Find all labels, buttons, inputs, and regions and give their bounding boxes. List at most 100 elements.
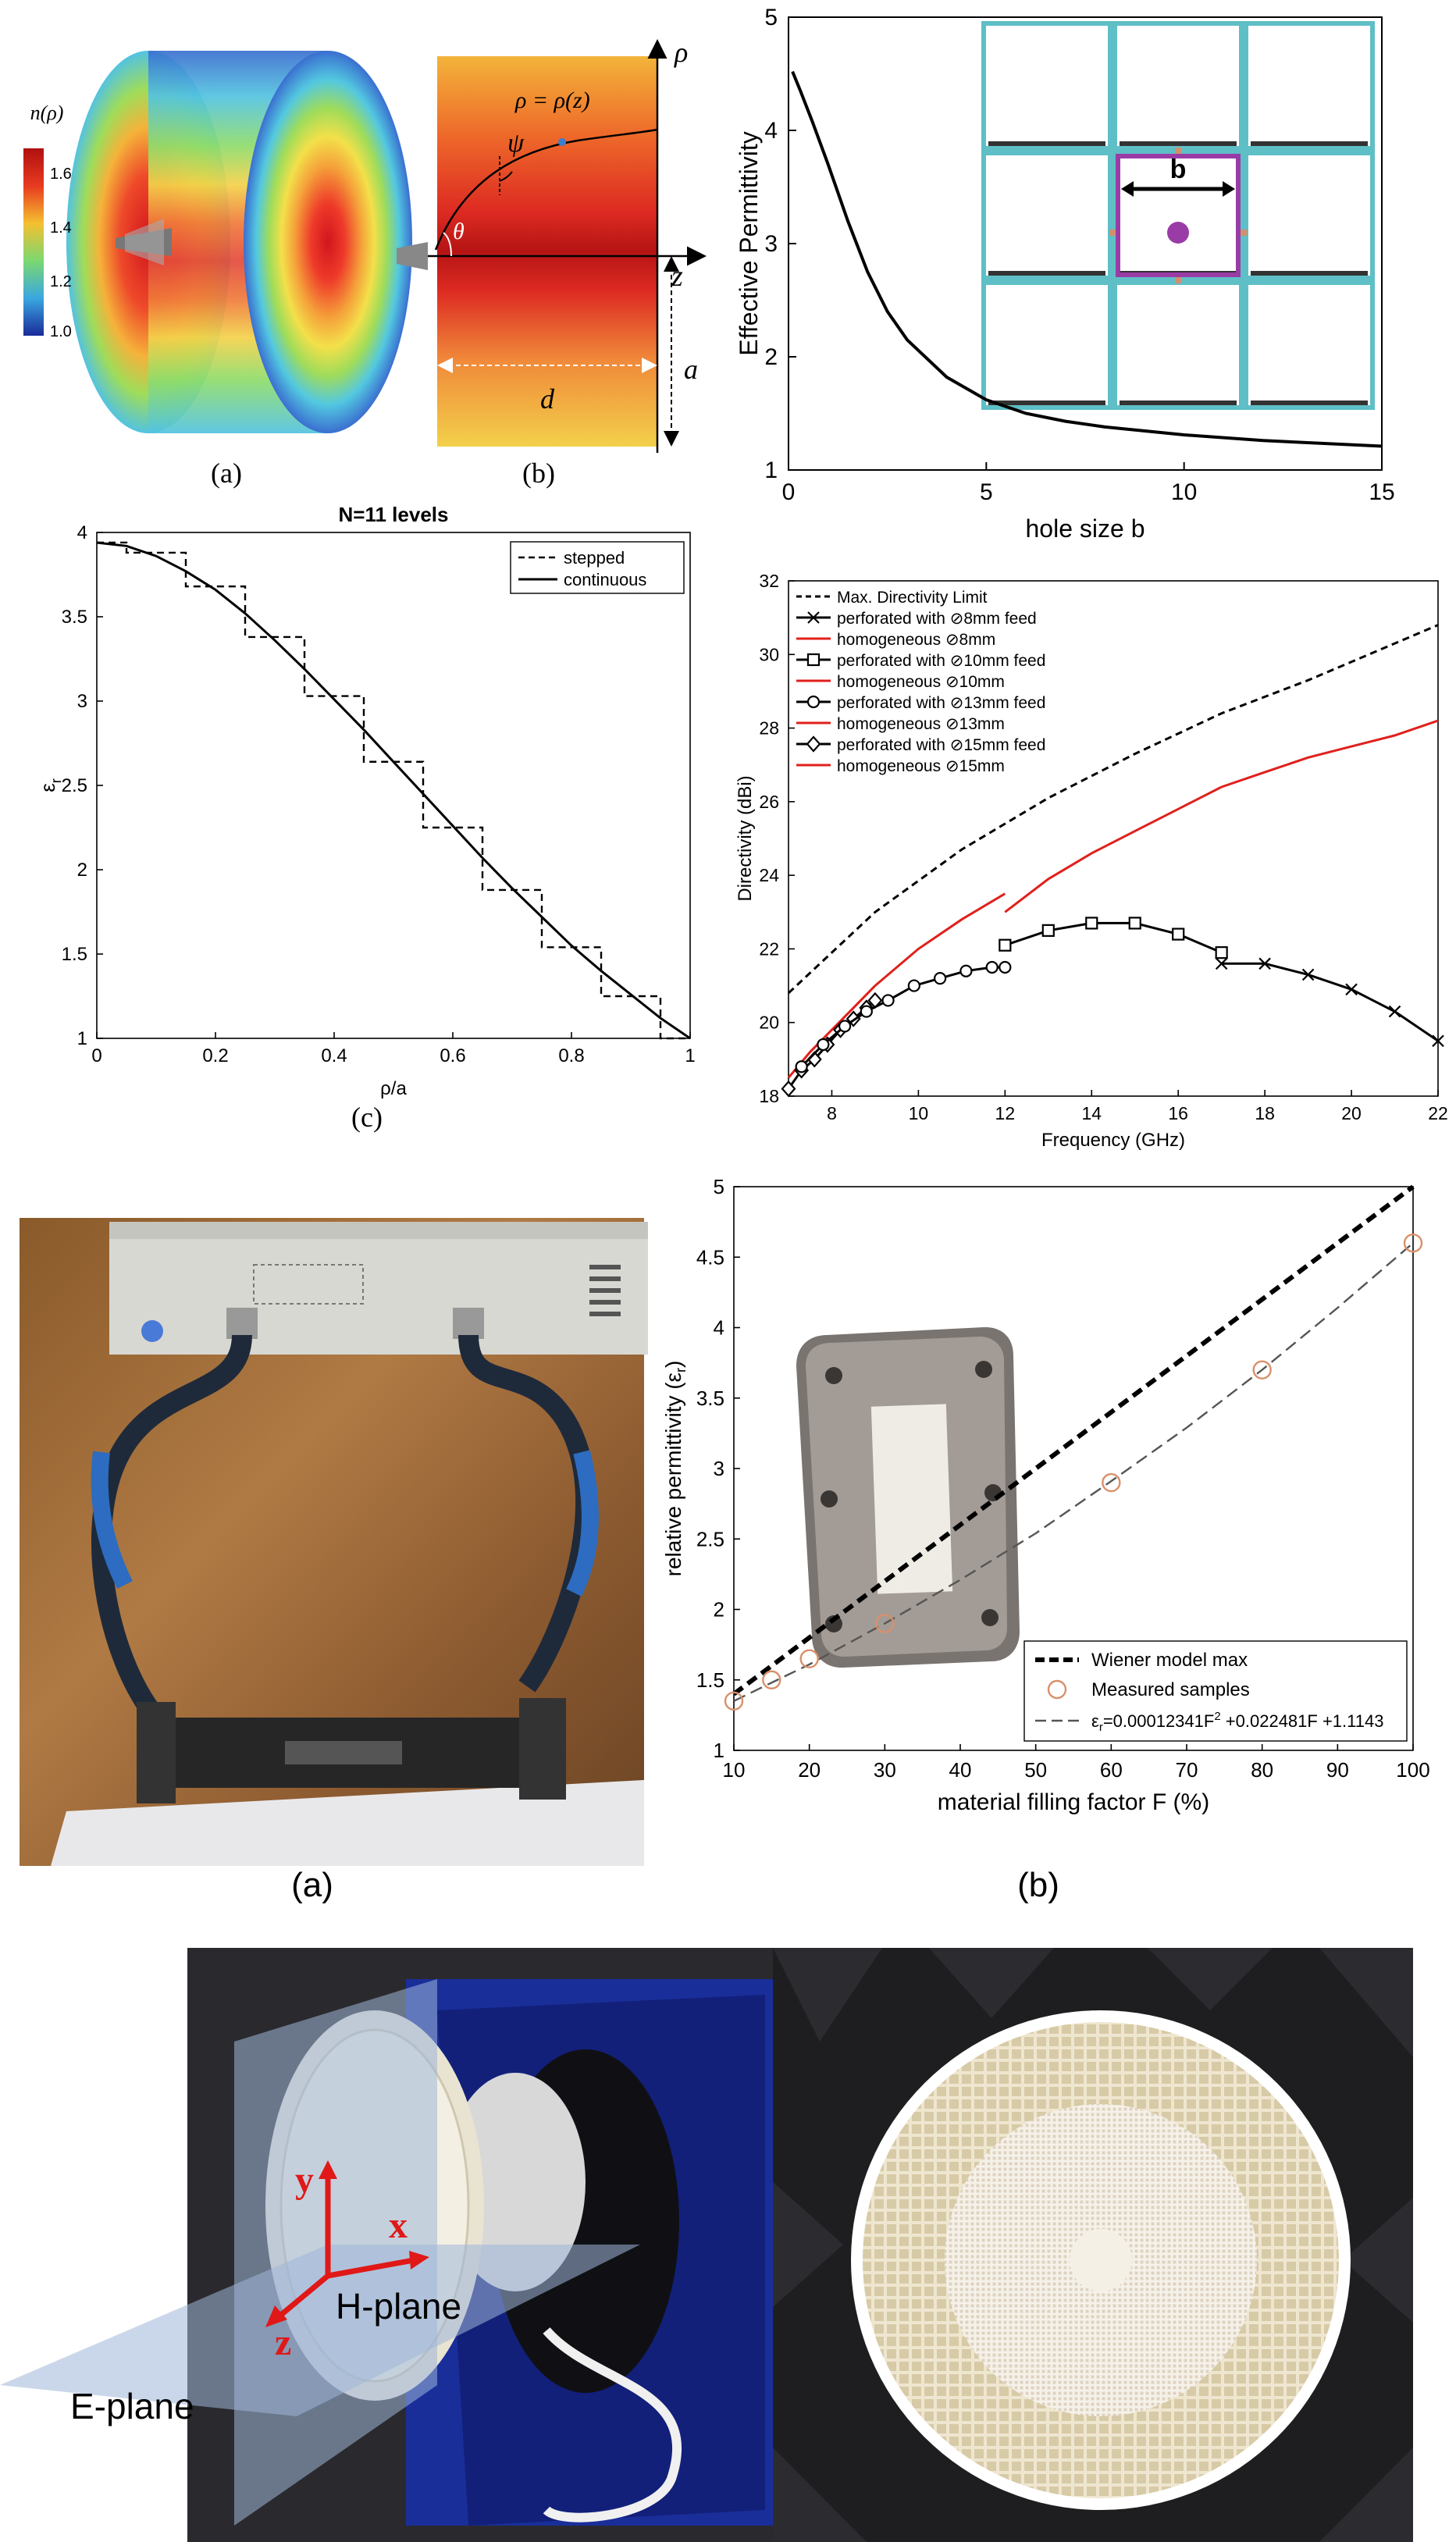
y-tick-label: 3.5 <box>696 1387 724 1410</box>
y-tick-label: 2 <box>764 344 778 370</box>
y-tick-label: 2 <box>714 1598 724 1622</box>
x-tick-label: 14 <box>1081 1103 1102 1123</box>
legend-measured-swatch <box>1047 1679 1067 1700</box>
caption-1a: (a) <box>211 457 242 489</box>
y-axis-label: εr <box>36 778 64 792</box>
x-tick-label: 40 <box>949 1758 972 1782</box>
h-plane-label: H-plane <box>336 2286 462 2327</box>
x-tick-label: 0.6 <box>440 1045 465 1066</box>
antenna-photo-left-graphic <box>0 1948 773 2542</box>
lattice-cell <box>1244 151 1375 280</box>
y-tick-label: 4 <box>714 1316 724 1340</box>
data-point <box>795 1060 808 1073</box>
series-line <box>787 624 1439 995</box>
y-tick-label: 22 <box>759 938 779 959</box>
sample-photo-dielectric <box>870 1404 953 1594</box>
series-line <box>874 892 1006 987</box>
y-tick-label: 20 <box>759 1013 779 1033</box>
colorbar-tick-10: 1.0 <box>50 323 72 340</box>
data-point <box>985 960 999 974</box>
y-tick-label: 3 <box>764 231 778 257</box>
measured-point <box>875 1614 895 1633</box>
lattice-cell <box>1112 21 1244 151</box>
a-label: a <box>684 354 698 385</box>
waveguide-photo-graphic <box>20 1218 648 1866</box>
legend-fit-label: εr=0.00012341F2 +0.022481F +1.1143 <box>1091 1710 1383 1734</box>
y-axis-label: Effective Permittivity <box>735 131 763 355</box>
legend-label: perforated with ⊘10mm feed <box>837 652 1045 670</box>
measured-point <box>799 1649 819 1668</box>
y-tick-label: 4.5 <box>696 1245 724 1269</box>
y-tick-label: 18 <box>759 1086 779 1106</box>
x-tick-label: 16 <box>1168 1103 1188 1123</box>
chart-title: N=11 levels <box>339 503 449 526</box>
x-axis-label: material filling factor F (%) <box>938 1789 1209 1815</box>
y-tick-label: 28 <box>759 718 779 739</box>
d-label: d <box>540 383 554 415</box>
x-tick-label: 50 <box>1024 1758 1047 1782</box>
x-tick-label: 80 <box>1251 1758 1273 1782</box>
axis-x-label: x <box>389 2205 408 2246</box>
measured-point <box>1102 1472 1121 1493</box>
waveguide-photo: (a) <box>20 1218 648 1866</box>
y-tick-label: 2.5 <box>62 775 87 796</box>
theta-label: θ <box>453 219 465 244</box>
series-line <box>1221 719 1439 789</box>
data-point <box>934 972 947 985</box>
antenna-photo-right <box>773 1948 1413 2542</box>
lattice-cell <box>1244 280 1375 410</box>
legend-wiener-label: Wiener model max <box>1091 1650 1248 1671</box>
legend-label: homogeneous ⊘10mm <box>837 673 1005 691</box>
inset-b-label: b <box>1170 155 1187 184</box>
psi-label: ψ <box>507 129 525 158</box>
continuous-series <box>96 541 691 1040</box>
legend-box <box>510 541 685 594</box>
x-tick-label: 0.8 <box>558 1045 584 1066</box>
y-axis-label: Directivity (dBi) <box>735 775 756 901</box>
x-tick-label: 30 <box>874 1758 896 1782</box>
colorbar-tick-14: 1.4 <box>50 219 72 237</box>
x-tick-label: 18 <box>1255 1103 1275 1123</box>
relative-permittivity-svg: 10 20 30 40 50 60 70 80 90 100 1 1.5 2 2.5 3 3.5 4 4.5 5 ma… <box>661 1175 1430 1815</box>
x-tick-label: 0 <box>782 479 796 505</box>
measured-point <box>724 1691 744 1711</box>
caption-1c: (c) <box>351 1102 383 1133</box>
x-axis-label: Frequency (GHz) <box>1041 1130 1185 1151</box>
y-tick-label: 1 <box>77 1028 87 1049</box>
refractive-index-label: n(ρ) <box>30 101 64 124</box>
data-point <box>1215 946 1228 959</box>
x-axis-label: hole size b <box>1026 514 1145 543</box>
caption-3a-text: (a) <box>291 1866 333 1904</box>
relative-permittivity-chart: 10 20 30 40 50 60 70 80 90 100 1 1.5 2 2.5 3 3.5 4 4.5 5 ma… <box>640 1171 1456 1850</box>
y-tick-label: 1.5 <box>696 1668 724 1692</box>
measured-point <box>762 1670 781 1689</box>
x-tick-label: 60 <box>1100 1758 1123 1782</box>
legend-label: homogeneous ⊘8mm <box>837 631 995 649</box>
data-point <box>1345 983 1358 996</box>
legend-measured-label: Measured samples <box>1091 1679 1250 1700</box>
y-tick-label: 3 <box>77 691 87 712</box>
series-line <box>800 966 1006 1068</box>
legend-marker <box>806 735 821 753</box>
data-point <box>1172 927 1185 941</box>
y-tick-label: 26 <box>759 792 779 812</box>
x-tick-label: 100 <box>1396 1758 1429 1782</box>
cylinder-panel: n(ρ) 1.6 1.4 1.2 1.0 (a) <box>16 0 453 500</box>
data-point <box>781 1080 796 1098</box>
y-tick-label: 5 <box>764 5 778 30</box>
legend-label: perforated with ⊘13mm feed <box>837 694 1045 712</box>
sample-photo-bolt <box>825 1615 842 1632</box>
x-tick-label: 0 <box>91 1045 101 1066</box>
sample-photo-bolt <box>825 1367 842 1384</box>
directivity-svg: 8 10 12 14 16 18 20 22 18 20 22 24 26 28 30 32 Frequency… <box>735 571 1448 1151</box>
series-line <box>1004 921 1223 954</box>
data-point <box>881 994 895 1007</box>
plot-frame <box>96 532 691 1039</box>
wiener-line <box>732 1184 1415 1696</box>
colorbar-tick-12: 1.2 <box>50 273 72 290</box>
data-point <box>1301 968 1315 981</box>
lattice-port-marker <box>1175 277 1181 283</box>
measured-point <box>1403 1233 1423 1253</box>
data-point <box>838 1020 852 1033</box>
x-tick-label: 90 <box>1326 1758 1349 1782</box>
